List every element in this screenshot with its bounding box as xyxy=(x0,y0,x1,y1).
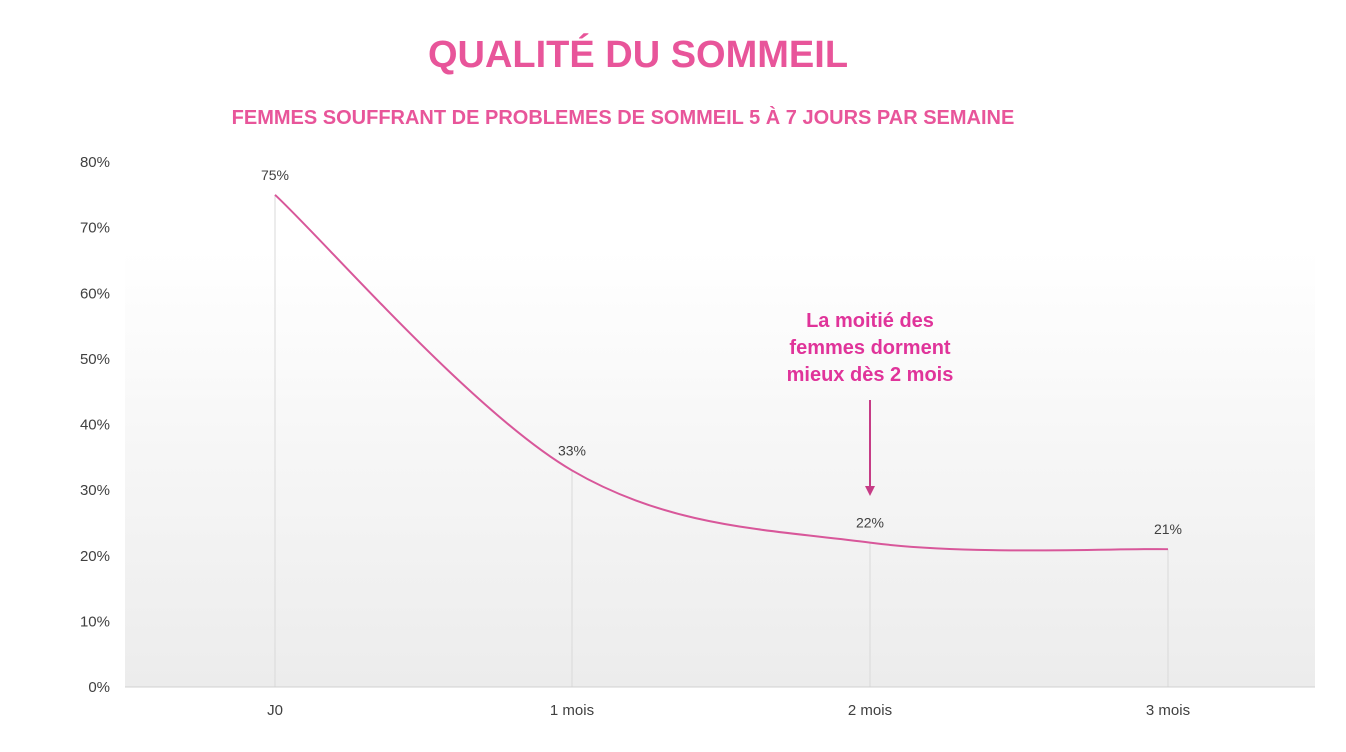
y-tick-label: 70% xyxy=(80,220,110,237)
y-tick-label: 0% xyxy=(88,679,110,696)
annotation-line-1: La moitié des xyxy=(806,310,934,332)
x-tick-label: J0 xyxy=(267,702,283,719)
chart-title: QUALITÉ DU SOMMEIL xyxy=(427,34,849,76)
y-tick-label: 20% xyxy=(80,548,110,565)
y-tick-label: 30% xyxy=(80,482,110,499)
x-axis: J0 1 mois 2 mois 3 mois xyxy=(267,702,1190,719)
annotation-line-3: mieux dès 2 mois xyxy=(787,364,954,386)
y-axis: 0% 10% 20% 30% 40% 50% 60% 70% 80% xyxy=(80,154,110,696)
x-tick-label: 3 mois xyxy=(1146,702,1190,719)
data-label: 22% xyxy=(856,515,884,531)
x-tick-label: 1 mois xyxy=(550,702,594,719)
y-tick-label: 80% xyxy=(80,154,110,171)
y-tick-label: 60% xyxy=(80,285,110,302)
data-label: 75% xyxy=(261,167,289,183)
annotation-line-2: femmes dorment xyxy=(789,337,950,359)
y-tick-label: 10% xyxy=(80,613,110,630)
drop-lines xyxy=(274,194,1169,687)
data-label: 33% xyxy=(558,442,586,458)
chart-subtitle: FEMMES SOUFFRANT DE PROBLEMES DE SOMMEIL… xyxy=(231,107,1015,129)
y-tick-label: 40% xyxy=(80,417,110,434)
plot-area-background xyxy=(125,250,1315,687)
data-labels: 75% 33% 22% 21% xyxy=(261,167,1182,537)
x-tick-label: 2 mois xyxy=(848,702,892,719)
y-tick-label: 50% xyxy=(80,351,110,368)
series-line xyxy=(274,194,1169,552)
annotation: La moitié des femmes dorment mieux dès 2… xyxy=(787,310,954,496)
data-label: 21% xyxy=(1154,521,1182,537)
